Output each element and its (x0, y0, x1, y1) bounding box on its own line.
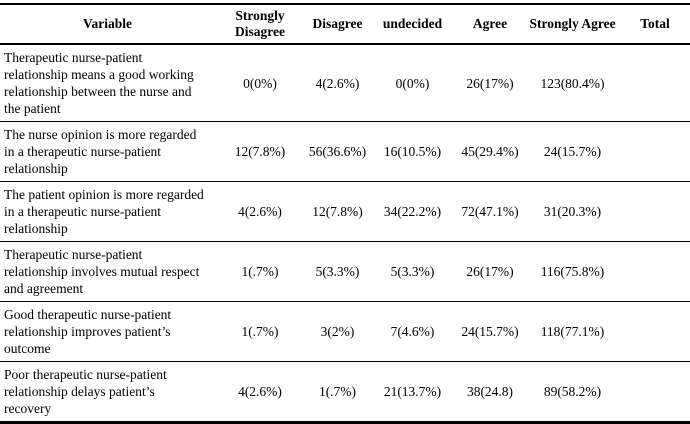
value-cell-strongly-disagree: 4(2.6%) (215, 181, 305, 242)
value-cell-undecided: 7(4.6%) (370, 301, 455, 362)
value-cell-agree: 72(47.1%) (455, 181, 525, 242)
table-row: Therapeutic nurse-patient relationship m… (0, 43, 690, 122)
value-cell-strongly-agree: 116(75.8%) (525, 241, 620, 302)
value-cell-disagree: 4(2.6%) (305, 43, 370, 122)
variable-cell: Therapeutic nurse-patient relationship i… (0, 241, 215, 302)
value-cell-undecided: 5(3.3%) (370, 241, 455, 302)
value-cell-total (620, 301, 690, 362)
value-cell-strongly-agree: 123(80.4%) (525, 43, 620, 122)
column-header-variable: Variable (0, 4, 215, 45)
value-cell-total (620, 43, 690, 122)
variable-cell: Poor therapeutic nurse-patient relations… (0, 361, 215, 423)
value-cell-strongly-agree: 24(15.7%) (525, 121, 620, 182)
variable-cell: The patient opinion is more regarded in … (0, 181, 215, 242)
table-header-row: Variable Strongly Disagree Disagree unde… (0, 4, 690, 45)
value-cell-undecided: 34(22.2%) (370, 181, 455, 242)
column-header-disagree: Disagree (305, 4, 370, 45)
table-row: Poor therapeutic nurse-patient relations… (0, 361, 690, 423)
table-row: The nurse opinion is more regarded in a … (0, 121, 690, 182)
variable-cell: Therapeutic nurse-patient relationship m… (0, 43, 215, 122)
column-header-undecided: undecided (370, 4, 455, 45)
likert-results-table: Variable Strongly Disagree Disagree unde… (0, 3, 690, 424)
value-cell-agree: 24(15.7%) (455, 301, 525, 362)
value-cell-strongly-agree: 31(20.3%) (525, 181, 620, 242)
value-cell-disagree: 56(36.6%) (305, 121, 370, 182)
value-cell-strongly-disagree: 12(7.8%) (215, 121, 305, 182)
value-cell-agree: 38(24.8) (455, 361, 525, 423)
column-header-agree: Agree (455, 4, 525, 45)
value-cell-total (620, 241, 690, 302)
value-cell-strongly-disagree: 4(2.6%) (215, 361, 305, 423)
table-row: Therapeutic nurse-patient relationship i… (0, 241, 690, 302)
value-cell-disagree: 3(2%) (305, 301, 370, 362)
variable-cell: The nurse opinion is more regarded in a … (0, 121, 215, 182)
value-cell-disagree: 5(3.3%) (305, 241, 370, 302)
value-cell-strongly-agree: 118(77.1%) (525, 301, 620, 362)
value-cell-strongly-disagree: 0(0%) (215, 43, 305, 122)
table-row: The patient opinion is more regarded in … (0, 181, 690, 242)
value-cell-strongly-disagree: 1(.7%) (215, 301, 305, 362)
column-header-strongly-disagree: Strongly Disagree (215, 4, 305, 45)
value-cell-agree: 45(29.4%) (455, 121, 525, 182)
value-cell-total (620, 361, 690, 423)
value-cell-undecided: 0(0%) (370, 43, 455, 122)
value-cell-total (620, 121, 690, 182)
value-cell-disagree: 12(7.8%) (305, 181, 370, 242)
value-cell-undecided: 16(10.5%) (370, 121, 455, 182)
value-cell-agree: 26(17%) (455, 241, 525, 302)
value-cell-disagree: 1(.7%) (305, 361, 370, 423)
value-cell-total (620, 181, 690, 242)
column-header-strongly-agree: Strongly Agree (525, 4, 620, 45)
table-row: Good therapeutic nurse-patient relations… (0, 301, 690, 362)
value-cell-undecided: 21(13.7%) (370, 361, 455, 423)
column-header-total: Total (620, 4, 690, 45)
value-cell-strongly-agree: 89(58.2%) (525, 361, 620, 423)
variable-cell: Good therapeutic nurse-patient relations… (0, 301, 215, 362)
value-cell-strongly-disagree: 1(.7%) (215, 241, 305, 302)
value-cell-agree: 26(17%) (455, 43, 525, 122)
